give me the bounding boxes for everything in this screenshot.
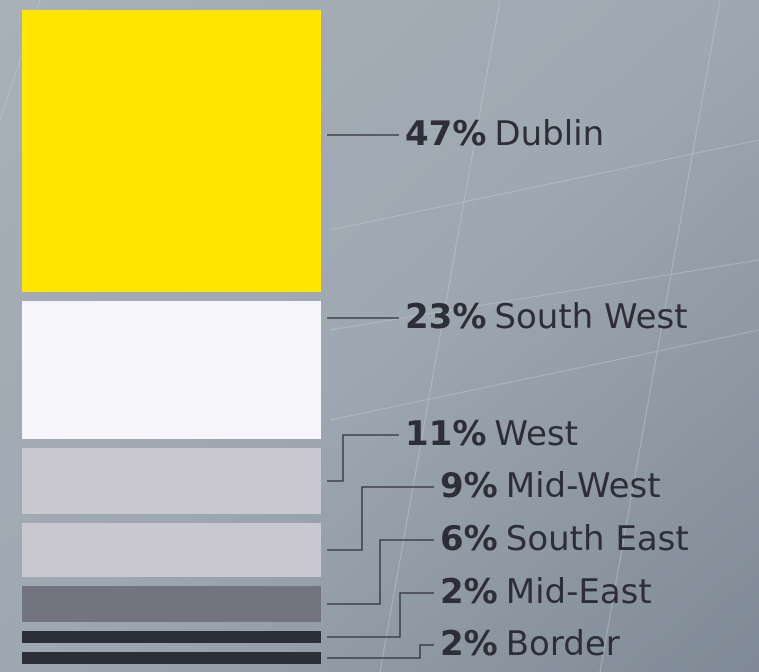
category-label: Border <box>506 624 620 664</box>
bar-segment <box>22 10 321 292</box>
connector <box>327 434 399 482</box>
bar-segment <box>22 448 321 514</box>
connector <box>327 644 434 659</box>
category-label: South West <box>494 297 687 337</box>
segment-label: 9% Mid-West <box>440 466 661 506</box>
bar-segment <box>22 586 321 622</box>
segment-label: 2% Mid-East <box>440 572 652 612</box>
category-label: Mid-East <box>506 572 652 612</box>
connector <box>327 486 434 551</box>
segment-label: 6% South East <box>440 519 689 559</box>
connector <box>327 592 434 638</box>
category-label: Mid-West <box>506 466 661 506</box>
segment-label: 2% Border <box>440 624 620 664</box>
category-label: Dublin <box>494 114 604 154</box>
value-label: 2% <box>440 624 498 664</box>
value-label: 23% <box>405 297 486 337</box>
bar-segment <box>22 652 321 664</box>
bar-segment <box>22 523 321 577</box>
connector <box>327 539 434 605</box>
value-label: 6% <box>440 519 498 559</box>
segment-label: 47% Dublin <box>405 114 604 154</box>
category-label: West <box>494 414 578 454</box>
value-label: 11% <box>405 414 486 454</box>
segment-label: 11% West <box>405 414 578 454</box>
bar-segment <box>22 301 321 439</box>
value-label: 47% <box>405 114 486 154</box>
category-label: South East <box>506 519 689 559</box>
value-label: 9% <box>440 466 498 506</box>
segment-label: 23% South West <box>405 297 688 337</box>
value-label: 2% <box>440 572 498 612</box>
bar-segment <box>22 631 321 643</box>
